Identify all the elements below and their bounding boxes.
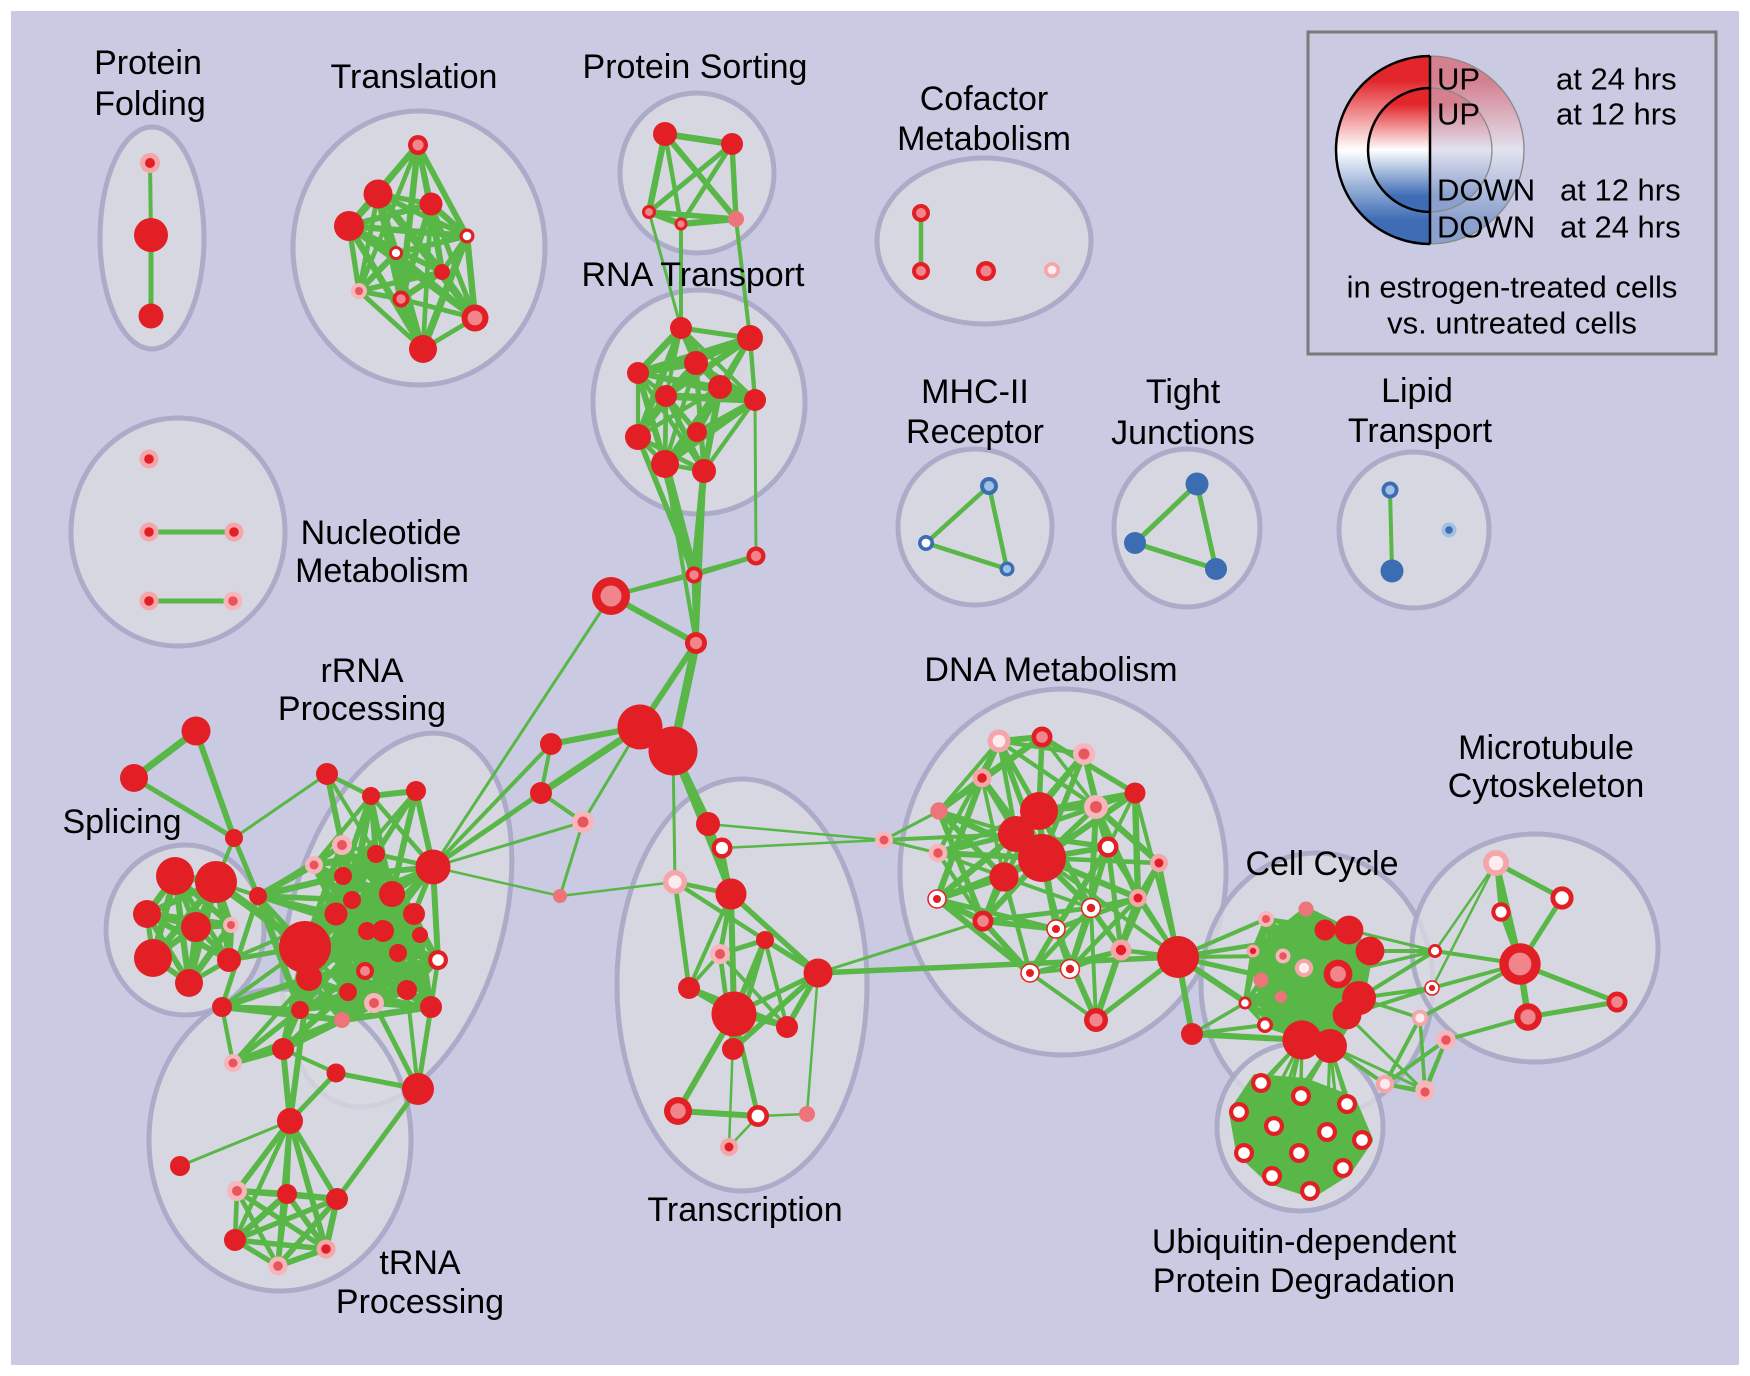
- svg-text:at 12 hrs: at 12 hrs: [1560, 173, 1681, 208]
- svg-text:Junctions: Junctions: [1111, 414, 1255, 452]
- svg-text:Cofactor: Cofactor: [920, 80, 1049, 118]
- svg-text:Splicing: Splicing: [62, 803, 181, 841]
- svg-text:Cell Cycle: Cell Cycle: [1245, 845, 1398, 883]
- svg-text:Ubiquitin-dependent: Ubiquitin-dependent: [1152, 1223, 1457, 1261]
- svg-text:vs. untreated cells: vs. untreated cells: [1387, 306, 1637, 341]
- svg-text:Cytoskeleton: Cytoskeleton: [1448, 767, 1645, 805]
- svg-text:Protein Sorting: Protein Sorting: [583, 48, 808, 86]
- svg-text:Metabolism: Metabolism: [897, 120, 1071, 158]
- svg-text:MHC-II: MHC-II: [921, 373, 1029, 411]
- svg-text:DOWN: DOWN: [1437, 173, 1535, 208]
- svg-text:UP: UP: [1437, 62, 1480, 97]
- svg-text:at 12 hrs: at 12 hrs: [1556, 97, 1677, 132]
- svg-text:tRNA: tRNA: [379, 1244, 461, 1282]
- svg-text:RNA Transport: RNA Transport: [582, 256, 806, 294]
- svg-text:in estrogen-treated cells: in estrogen-treated cells: [1347, 270, 1678, 305]
- svg-text:DOWN: DOWN: [1437, 210, 1535, 245]
- svg-text:at 24 hrs: at 24 hrs: [1560, 210, 1681, 245]
- svg-text:Lipid: Lipid: [1381, 372, 1453, 410]
- svg-text:Translation: Translation: [331, 58, 498, 96]
- svg-text:Protein Degradation: Protein Degradation: [1153, 1262, 1455, 1300]
- svg-text:Receptor: Receptor: [906, 413, 1044, 451]
- svg-text:UP: UP: [1437, 97, 1480, 132]
- svg-text:at 24 hrs: at 24 hrs: [1556, 62, 1677, 97]
- svg-text:Processing: Processing: [278, 690, 446, 728]
- svg-text:DNA Metabolism: DNA Metabolism: [924, 651, 1177, 689]
- svg-text:Transport: Transport: [1348, 412, 1493, 450]
- svg-text:Transcription: Transcription: [647, 1191, 842, 1229]
- svg-text:Folding: Folding: [94, 85, 206, 123]
- svg-text:Nucleotide: Nucleotide: [301, 514, 462, 552]
- svg-text:rRNA: rRNA: [320, 652, 403, 690]
- svg-text:Metabolism: Metabolism: [295, 552, 469, 590]
- svg-text:Microtubule: Microtubule: [1458, 729, 1634, 767]
- svg-text:Processing: Processing: [336, 1283, 504, 1321]
- svg-text:Tight: Tight: [1146, 373, 1221, 411]
- svg-text:Protein: Protein: [94, 44, 202, 82]
